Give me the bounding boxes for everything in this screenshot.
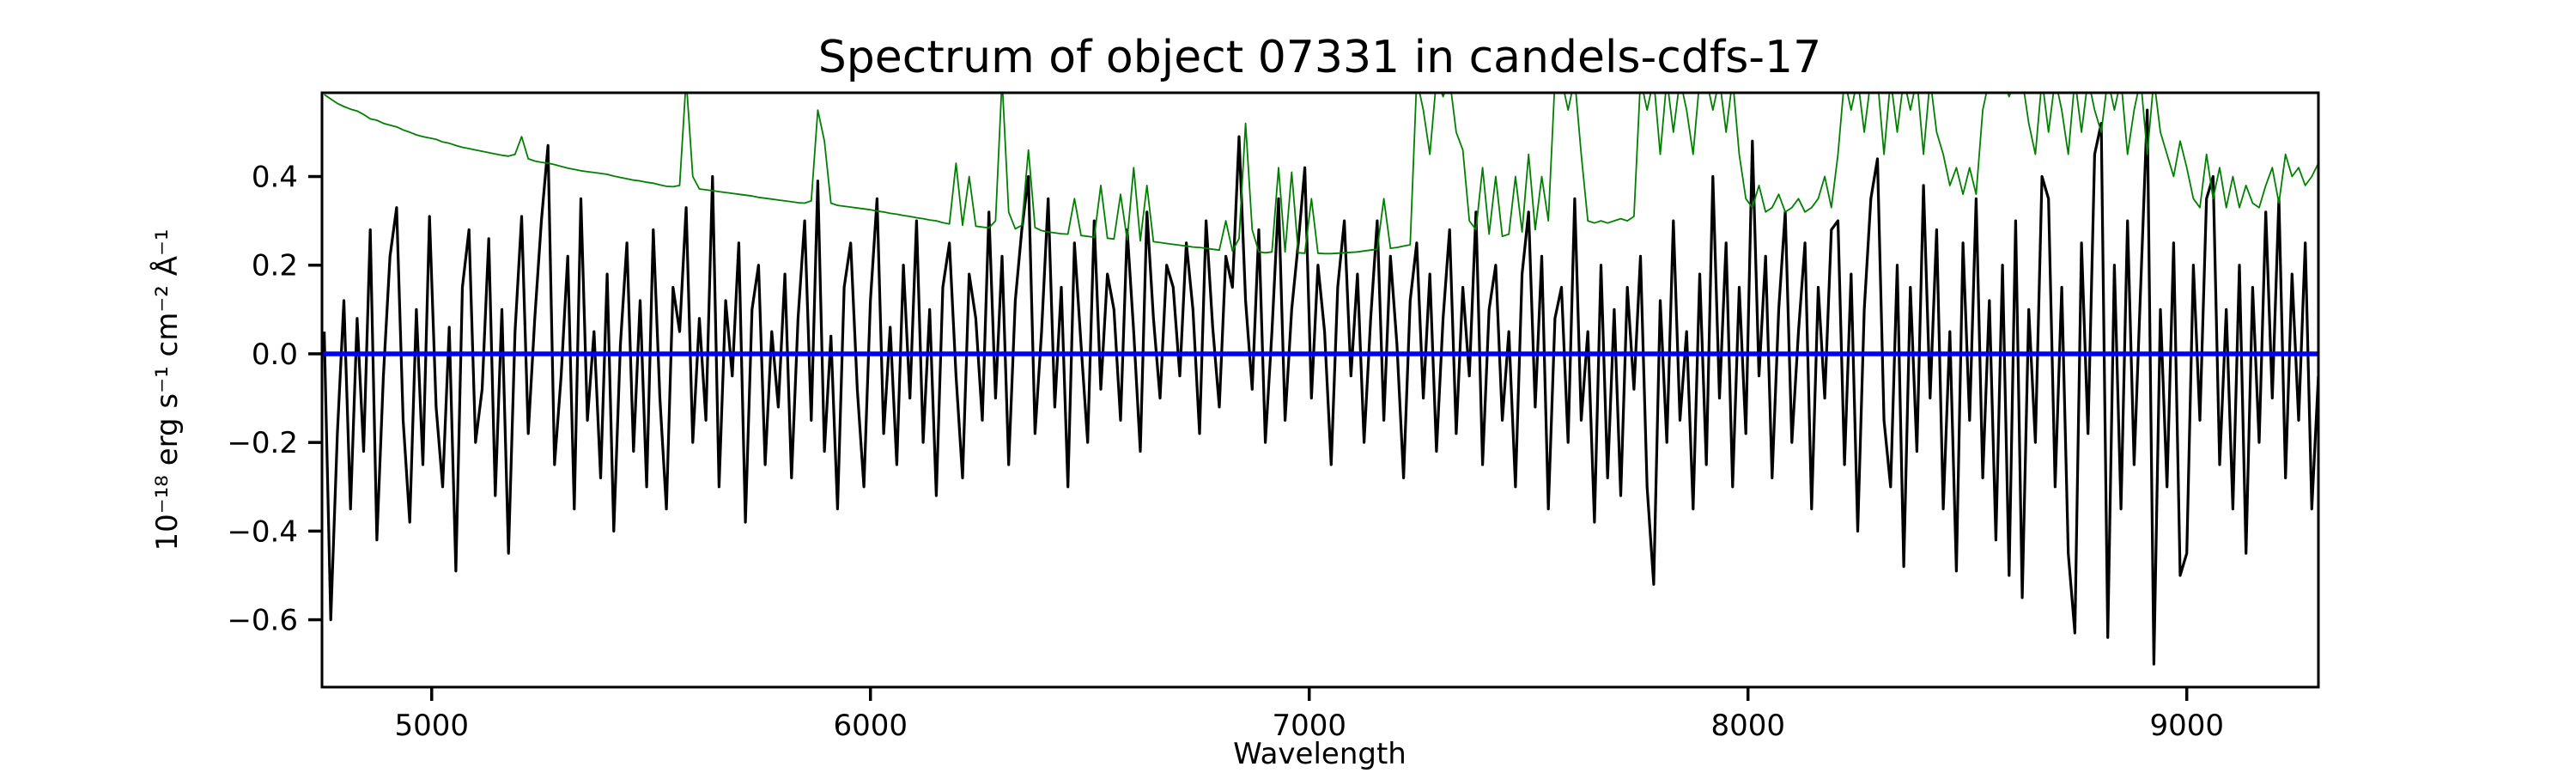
y-tick-label: −0.2 (227, 426, 298, 460)
y-axis-label: 10⁻¹⁸ erg s⁻¹ cm⁻² Å⁻¹ (149, 228, 185, 551)
axes-spines (320, 91, 2320, 689)
x-tick-label: 8000 (1710, 709, 1785, 743)
y-tick-label: 0.2 (252, 249, 298, 283)
flux-line (323, 108, 2318, 666)
axes-group: 5000 6000 7000 8000 9000 0.4 0.2 0.0 −0.2 −0.4 −0.… (227, 91, 2320, 743)
x-tick-label: 7000 (1272, 709, 1346, 743)
y-tick-label: 0.4 (252, 161, 298, 195)
x-axis-label: Wavelength (1233, 737, 1406, 771)
data-series-group (322, 93, 2318, 666)
noise-spectrum-line (324, 93, 2318, 255)
y-tick-label: −0.6 (227, 604, 298, 638)
y-tick-label: 0.0 (252, 338, 298, 372)
plot-title: Spectrum of object 07331 in candels-cdfs… (818, 32, 1821, 83)
y-tick-label: −0.4 (227, 514, 298, 549)
x-tick-label: 6000 (833, 709, 908, 743)
x-tick-label: 9000 (2149, 709, 2224, 743)
x-tick-label: 5000 (394, 709, 469, 743)
